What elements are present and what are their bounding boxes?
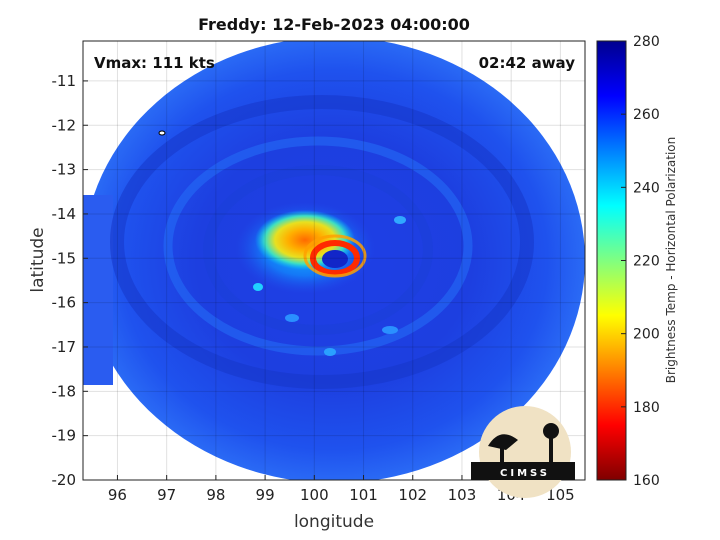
logo-text: CIMSS (500, 468, 550, 479)
convective-cell (285, 314, 299, 322)
y-tick-label: -14 (52, 205, 77, 223)
satellite-dish-icon (488, 434, 518, 450)
colorbar-tick-label: 160 (633, 473, 660, 489)
colorbar-tick-label: 260 (633, 107, 660, 123)
small-cloud (158, 130, 166, 136)
eyewall-ring (310, 240, 360, 276)
x-tick-label: 96 (108, 486, 127, 504)
tower-leg (549, 438, 553, 462)
x-tick-label: 100 (300, 486, 329, 504)
x-axis-ticks: 96979899100101102103104105 (108, 475, 575, 504)
y-tick-label: -16 (52, 294, 77, 312)
x-tick-label: 99 (256, 486, 275, 504)
eye (322, 250, 348, 268)
convective-cell (382, 326, 398, 334)
x-tick-label: 105 (546, 486, 575, 504)
colorbar-label: Brightness Temp - Horizontal Polarizatio… (664, 137, 678, 384)
outer-band (110, 95, 534, 389)
plot-area: 96979899100101102103104105 -20-19-18-17-… (52, 40, 586, 504)
y-axis-ticks: -20 -19 -18 -17 -16 -15 -14 -13 -12 -11 (52, 72, 88, 489)
x-tick-label: 98 (206, 486, 225, 504)
colorbar-tick-label: 220 (633, 254, 660, 270)
chart-title: Freddy: 12-Feb-2023 04:00:00 (198, 15, 470, 34)
y-tick-label: -15 (52, 249, 77, 267)
inner-band (203, 165, 433, 335)
colorbar-tick-label: 200 (633, 327, 660, 343)
cimss-logo: CIMSS (471, 406, 575, 498)
time-away-label: 02:42 away (479, 54, 576, 72)
y-tick-label: -11 (52, 72, 77, 90)
y-tick-label: -17 (52, 338, 77, 356)
swath-left-strip (83, 195, 113, 385)
y-tick-label: -18 (52, 382, 77, 400)
colorbar-tick-label: 240 (633, 180, 660, 196)
plot-frame (82, 40, 586, 481)
x-tick-label: 103 (448, 486, 477, 504)
x-axis-label: longitude (294, 512, 374, 532)
eyewall-outer (303, 234, 367, 278)
logo-circle (479, 406, 571, 498)
y-tick-label: -12 (52, 116, 77, 134)
colorbar-tick-label: 180 (633, 400, 660, 416)
x-tick-label: 97 (157, 486, 176, 504)
colorbar-tick-label: 280 (633, 34, 660, 50)
colorbar-ticks: 160 180 200 220 240 260 280 (621, 34, 660, 489)
convective-cell (253, 283, 263, 291)
convective-cell (324, 348, 336, 356)
swath-layer (83, 41, 585, 480)
y-tick-label: -19 (52, 427, 77, 445)
mid-band (163, 136, 473, 356)
y-tick-label: -20 (52, 471, 77, 489)
water-tower-icon (543, 423, 559, 439)
y-tick-label: -13 (52, 161, 77, 179)
y-axis-label: latitude (28, 227, 48, 292)
convective-cell (394, 216, 406, 224)
x-tick-label: 102 (398, 486, 427, 504)
x-tick-label: 101 (349, 486, 378, 504)
dish-stand (500, 446, 504, 462)
colorbar: 160 180 200 220 240 260 280 Brightness Temp - … (596, 34, 678, 489)
logo-ground-bar (471, 462, 575, 480)
vmax-label: Vmax: 111 kts (94, 54, 215, 72)
